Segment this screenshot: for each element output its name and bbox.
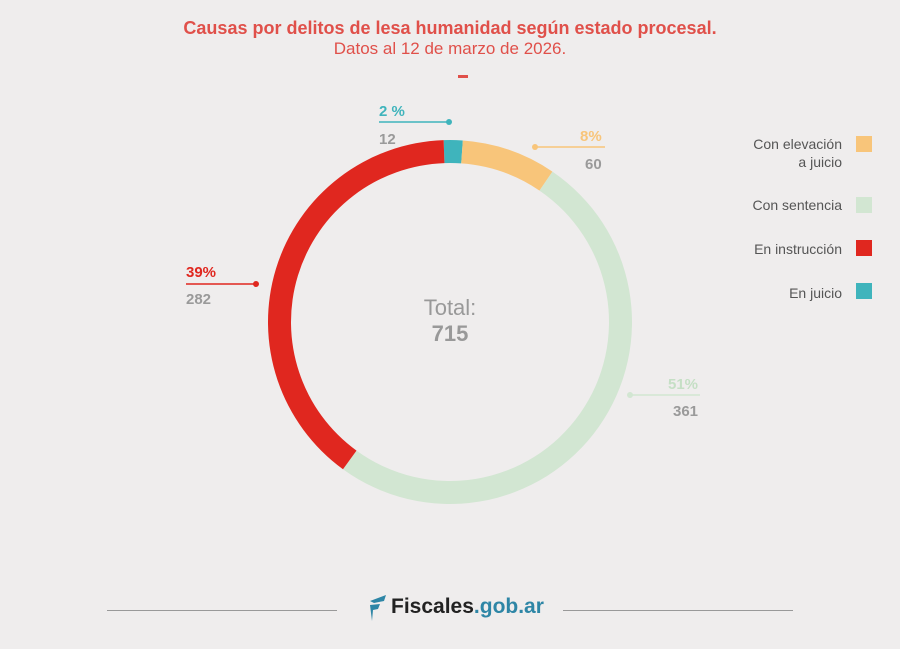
legend-swatch-en-juicio [856, 283, 872, 299]
donut-slice-en-juicio [443, 140, 463, 164]
legend-swatch-sentencia [856, 197, 872, 213]
total-value: 715 [431, 321, 469, 346]
data-label-instruccion-count: 282 [186, 291, 212, 308]
legend-label: Con elevación [753, 136, 842, 152]
legend-label: a juicio [798, 154, 842, 170]
title-divider [458, 75, 468, 78]
donut-slice-con-sentencia [342, 171, 633, 505]
footer-divider-right [563, 610, 793, 611]
legend-item-en-juicio: En juicio [789, 285, 842, 301]
data-label-en-juicio-count: 12 [379, 131, 396, 148]
data-label-sentencia-count: 361 [673, 403, 699, 420]
fiscales-logo-icon [370, 595, 386, 621]
legend-swatch-instruccion [856, 240, 872, 256]
data-label-elevacion-count: 60 [585, 156, 602, 173]
logo-text: Fiscales [391, 595, 474, 618]
total-label: Total: [423, 295, 477, 320]
data-label-sentencia-percent: 51% [668, 376, 699, 393]
data-label-instruccion-percent: 39% [186, 264, 217, 281]
chart-title: Causas por delitos de lesa humanidad seg… [183, 18, 717, 38]
legend-swatch-elevacion [856, 136, 872, 152]
logo-suffix: .gob.ar [473, 595, 544, 618]
donut-slice-con-elevaci-n-a-juicio [461, 140, 553, 191]
leader-dot [446, 119, 452, 125]
data-label-en-juicio-percent: 2 % [379, 103, 405, 120]
fiscales-logo: Fiscales.gob.ar [368, 595, 544, 621]
chart-subtitle: Datos al 12 de marzo de 2026. [333, 39, 567, 58]
legend-item-sentencia: Con sentencia [752, 197, 842, 213]
donut-slice-en-instrucci-n [268, 140, 445, 470]
leader-dot [627, 392, 633, 398]
leader-dot [253, 281, 259, 287]
footer-divider-left [107, 610, 337, 611]
leader-dot [532, 144, 538, 150]
legend-item-instruccion: En instrucción [754, 241, 842, 257]
data-label-elevacion-percent: 8% [580, 128, 602, 145]
legend-item-elevacion: Con elevación a juicio [753, 135, 842, 171]
